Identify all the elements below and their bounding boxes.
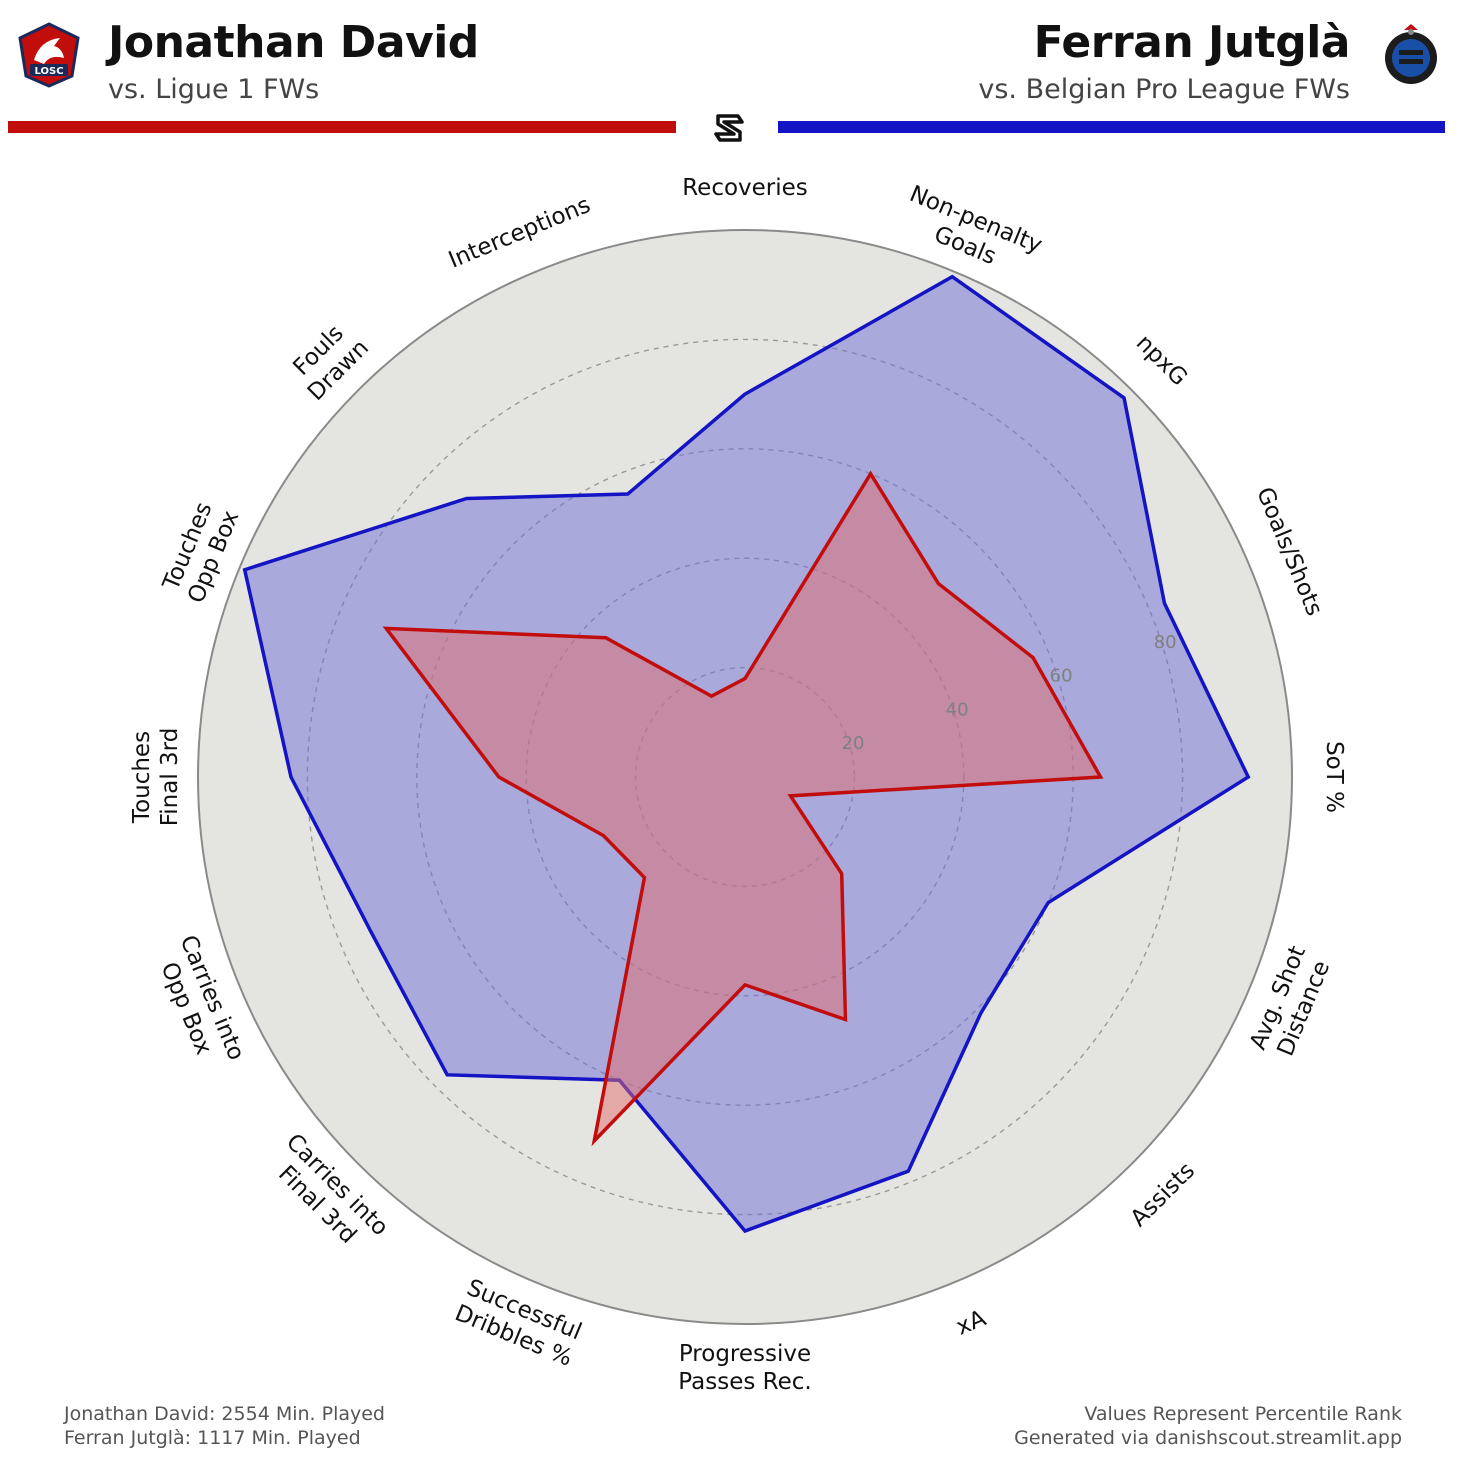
footer-source: Generated via danishscout.streamlit.app — [1014, 1427, 1402, 1449]
danishscout-logo-icon — [714, 114, 744, 142]
left-color-bar — [8, 121, 676, 133]
radar-tick-label: 40 — [946, 699, 969, 720]
radar-category-label-line: SoT % — [1321, 741, 1347, 813]
radar-tick-label: 20 — [842, 733, 865, 754]
radar-category-label: Touches Final 3rd — [129, 728, 183, 827]
radar-category-label: Assists — [1126, 1158, 1200, 1232]
footer-left: Jonathan David: 2554 Min. Played Ferran … — [64, 1402, 385, 1450]
footer-right: Values Represent Percentile Rank Generat… — [1014, 1402, 1402, 1450]
radar-category-label-line: Passes Rec. — [678, 1369, 811, 1395]
right-player-comparison: vs. Belgian Pro League FWs — [978, 74, 1350, 105]
right-player-name: Ferran Jutglà — [1033, 17, 1351, 68]
radar-tick-label: 60 — [1050, 666, 1073, 687]
radar-category-label: npxG — [1131, 330, 1192, 391]
right-color-bar — [778, 121, 1445, 133]
lille-logo-text: LOSC — [34, 66, 63, 77]
left-player-comparison: vs. Ligue 1 FWs — [108, 74, 320, 105]
lille-club-crest-icon: LOSC — [18, 22, 80, 88]
radar-series-jonathan-david — [382, 470, 1104, 1147]
radar-category-label: Recoveries — [682, 175, 808, 201]
left-player-name: Jonathan David — [108, 17, 479, 68]
radar-category-label: SoT % — [1321, 741, 1347, 813]
header-left: LOSC Jonathan David vs. Ligue 1 FWs — [14, 18, 654, 118]
radar-category-label-line: Recoveries — [682, 175, 808, 201]
radar-category-label-line: xA — [953, 1305, 990, 1340]
radar-tick-label: 80 — [1154, 632, 1177, 653]
radar-category-label-line: Final 3rd — [157, 728, 183, 827]
header-right: Ferran Jutglà vs. Belgian Pro League FWs — [746, 18, 1446, 118]
radar-category-label-line: Touches — [129, 731, 155, 824]
radar-category-label-line: Assists — [1126, 1158, 1200, 1232]
club-brugge-crest-icon — [1385, 24, 1437, 84]
footer-minutes-right: Ferran Jutglà: 1117 Min. Played — [64, 1427, 361, 1449]
radar-category-label: xA — [953, 1305, 990, 1340]
radar-category-label-line: Progressive — [679, 1341, 811, 1367]
radar-category-label-line: npxG — [1131, 330, 1192, 391]
footer-minutes-left: Jonathan David: 2554 Min. Played — [64, 1403, 385, 1425]
footer-note: Values Represent Percentile Rank — [1084, 1403, 1402, 1425]
